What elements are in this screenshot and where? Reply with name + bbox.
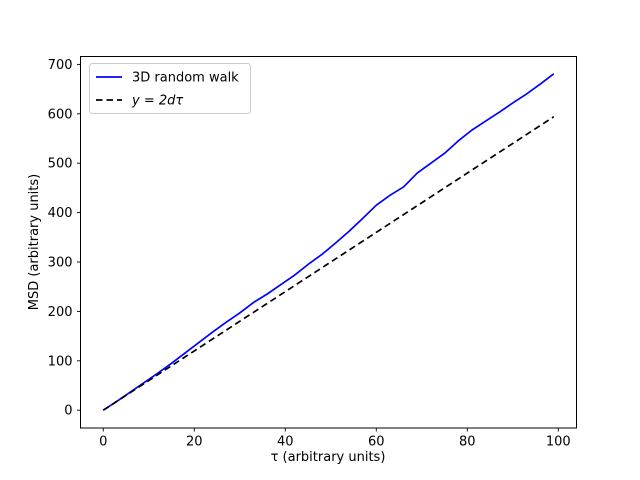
x-tick-label: 0 [99,435,107,450]
x-tick-label: 80 [459,435,476,450]
y-tick-label: 400 [48,206,73,221]
legend-box [89,63,251,114]
legend-label: 3D random walk [132,71,239,86]
y-tick-label: 0 [64,404,72,419]
series-line-y-2d- [102,116,555,411]
y-axis-label: MSD (arbitrary units) [27,174,42,310]
y-tick-label: 700 [48,58,73,73]
y-tick-label: 500 [48,157,73,172]
y-tick-label: 100 [48,354,73,369]
x-tick-label: 60 [368,435,385,450]
axes-frame [80,56,577,429]
legend: 3D random walk y = 2dτ [89,63,251,114]
series-lines [102,73,555,411]
y-tick-label: 300 [48,256,73,271]
x-axis-ticks: 0 20 40 60 80 100 [99,428,571,450]
x-tick-label: 40 [277,435,294,450]
series-line-3d-random-walk [102,73,555,411]
y-tick-label: 200 [48,305,73,320]
x-axis-label: τ (arbitrary units) [271,450,386,465]
x-tick-label: 20 [186,435,203,450]
x-tick-label: 100 [546,435,571,450]
y-tick-label: 600 [48,107,73,122]
y-axis-ticks: 0 100 200 300 400 500 600 700 [48,58,81,419]
legend-label: y = 2dτ [131,94,183,109]
